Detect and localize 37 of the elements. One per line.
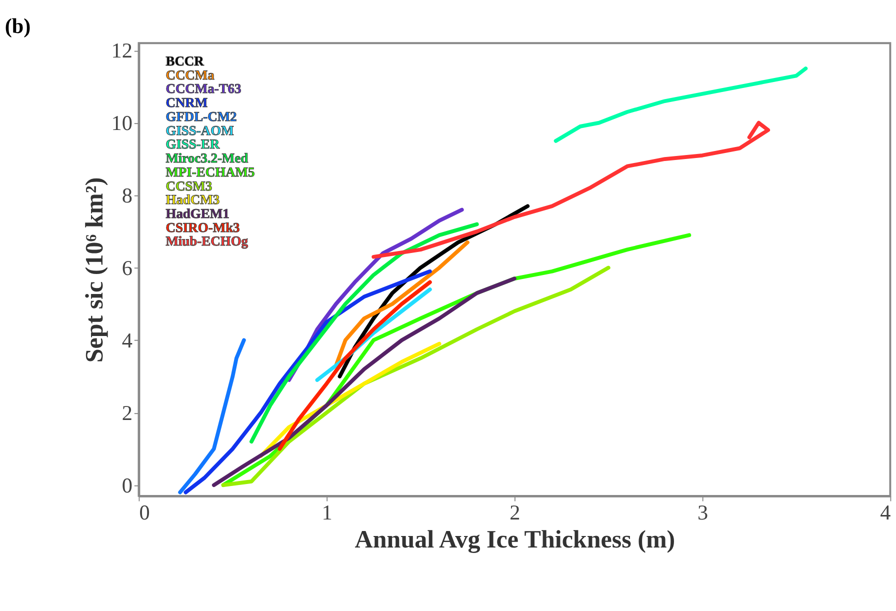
x-tick-label: 1 (322, 500, 332, 525)
y-tick-label: 12 (111, 38, 132, 63)
text: CSIRO-Mk3 (166, 220, 240, 235)
chart-title: (b) (4, 14, 31, 38)
text: GFDL-CM2 (166, 108, 238, 124)
line-series (184, 269, 432, 494)
x-tick-label: 0 (139, 500, 150, 525)
text: GISS-ER (166, 136, 220, 152)
line-series (178, 338, 246, 494)
x-axis-title: Annual Avg Ice Thickness (m) (354, 526, 676, 554)
y-tick-label: 10 (111, 111, 132, 136)
y-tick-label: 8 (122, 183, 132, 208)
line-series (278, 280, 432, 451)
line-series (372, 120, 770, 259)
y-tick-label: 2 (122, 400, 132, 425)
y-axis-title: Sept sic (10⁶ km²) (82, 177, 109, 363)
text: CCCMa-T63 (166, 81, 242, 96)
x-tick-label: 4 (880, 500, 892, 525)
text: Miroc3.2-Med (166, 150, 249, 166)
x-tick-label: 3 (698, 500, 708, 525)
line-series (221, 266, 610, 487)
text: Miub-ECHOg (166, 234, 248, 249)
text: CNRM (166, 95, 208, 110)
text: BCCR (166, 53, 204, 68)
y-tick-label: 0 (122, 473, 132, 498)
text: HadGEM1 (166, 206, 230, 222)
line-series (250, 222, 479, 444)
text: MPI-ECHAM5 (166, 164, 256, 180)
text: HadCM3 (166, 192, 220, 208)
y-tick-label: 6 (122, 256, 132, 280)
text: CCCMa (166, 67, 215, 82)
x-tick-label: 2 (510, 500, 520, 525)
text: CCSM3 (166, 178, 212, 194)
text: GISS-AOM (166, 122, 234, 138)
line-series (212, 276, 516, 487)
y-tick-label: 4 (122, 328, 133, 352)
line-series (554, 66, 808, 143)
